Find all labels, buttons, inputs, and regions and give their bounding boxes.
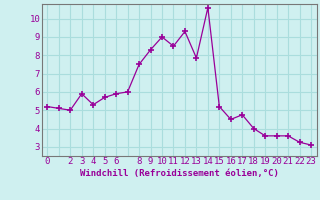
X-axis label: Windchill (Refroidissement éolien,°C): Windchill (Refroidissement éolien,°C) (80, 169, 279, 178)
